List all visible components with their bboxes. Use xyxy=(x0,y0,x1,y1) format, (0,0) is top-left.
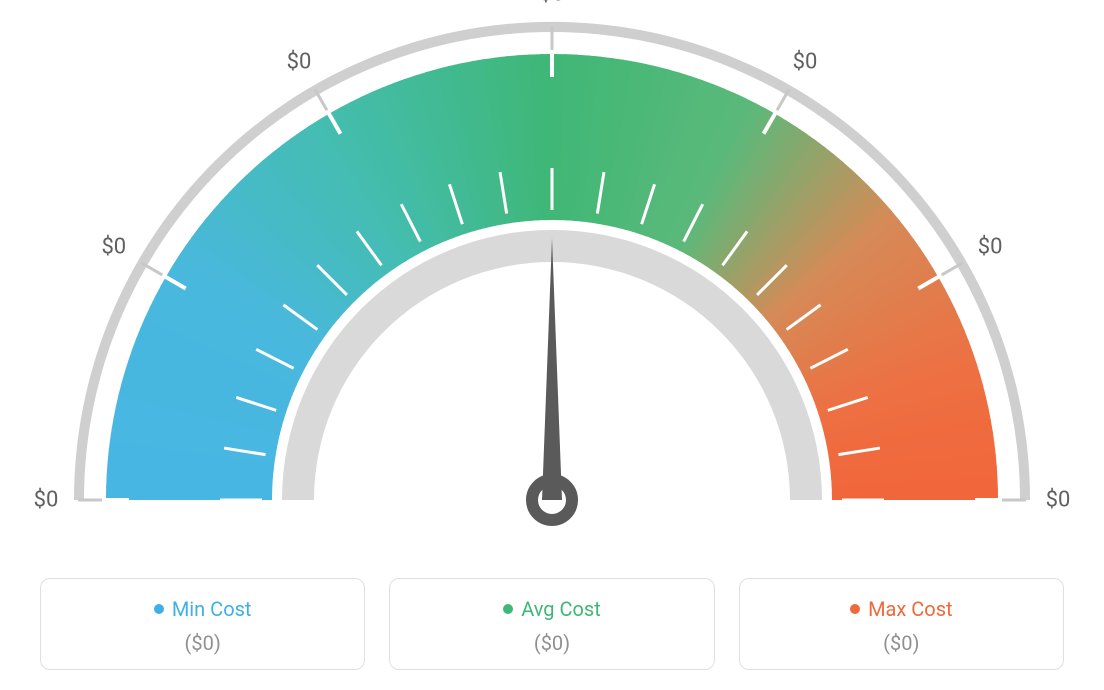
gauge-tick-label: $0 xyxy=(101,234,126,259)
gauge-tick-label: $0 xyxy=(793,49,818,74)
legend-dot-icon xyxy=(154,604,164,614)
cost-card-label: Avg Cost xyxy=(521,597,601,621)
cost-card-title: Min Cost xyxy=(154,597,252,621)
gauge-tick-label: $0 xyxy=(540,0,565,7)
legend-dot-icon xyxy=(850,604,860,614)
gauge-svg xyxy=(0,0,1104,560)
cost-card-value: ($0) xyxy=(740,631,1063,655)
cost-card-value: ($0) xyxy=(390,631,713,655)
gauge-chart: $0 $0 $0 $0 $0 $0 $0 xyxy=(0,0,1104,560)
gauge-tick-label: $0 xyxy=(978,234,1003,259)
legend-cards: Min Cost ($0) Avg Cost ($0) Max Cost ($0) xyxy=(40,578,1064,670)
cost-card-avg: Avg Cost ($0) xyxy=(389,578,714,670)
cost-card-title: Avg Cost xyxy=(503,597,601,621)
gauge-tick-label: $0 xyxy=(1046,488,1071,513)
legend-dot-icon xyxy=(503,604,513,614)
cost-card-title: Max Cost xyxy=(850,597,953,621)
cost-card-label: Max Cost xyxy=(868,597,953,621)
cost-card-max: Max Cost ($0) xyxy=(739,578,1064,670)
gauge-tick-label: $0 xyxy=(287,49,312,74)
cost-card-label: Min Cost xyxy=(172,597,252,621)
gauge-needle xyxy=(542,238,562,500)
cost-card-min: Min Cost ($0) xyxy=(40,578,365,670)
cost-card-value: ($0) xyxy=(41,631,364,655)
gauge-tick-label: $0 xyxy=(34,488,59,513)
